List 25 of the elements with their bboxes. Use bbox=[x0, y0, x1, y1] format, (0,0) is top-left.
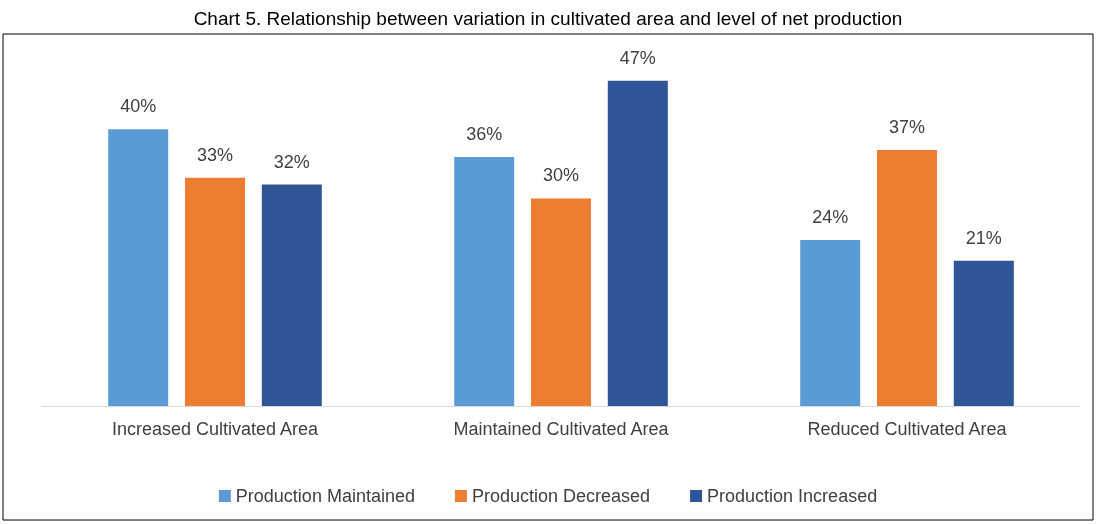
bar bbox=[800, 239, 861, 406]
legend-label: Production Decreased bbox=[471, 486, 651, 506]
data-label: 47% bbox=[619, 47, 656, 68]
bar bbox=[877, 149, 937, 406]
bar bbox=[185, 177, 245, 406]
bar bbox=[953, 260, 1014, 406]
data-label: 36% bbox=[466, 123, 503, 144]
data-label: 24% bbox=[812, 206, 849, 227]
data-label: 32% bbox=[273, 151, 310, 172]
chart-title: Chart 5. Relationship between variation in cultivated area and level of net production bbox=[193, 8, 903, 29]
legend-label: Production Increased bbox=[707, 486, 878, 506]
bar bbox=[607, 80, 668, 406]
x-tick-label: Reduced Cultivated Area bbox=[807, 419, 1008, 439]
bar bbox=[531, 198, 591, 406]
bar bbox=[108, 129, 169, 406]
x-tick-label: Increased Cultivated Area bbox=[111, 419, 320, 439]
bar bbox=[454, 156, 515, 406]
bar bbox=[261, 184, 322, 406]
data-label: 40% bbox=[120, 96, 157, 117]
data-label: 30% bbox=[542, 165, 580, 186]
data-label: 33% bbox=[196, 144, 234, 165]
x-tick-label: Maintained Cultivated Area bbox=[453, 419, 670, 439]
data-label: 21% bbox=[965, 227, 1002, 248]
data-label: 37% bbox=[888, 116, 926, 137]
legend-label: Production Maintained bbox=[235, 486, 415, 506]
